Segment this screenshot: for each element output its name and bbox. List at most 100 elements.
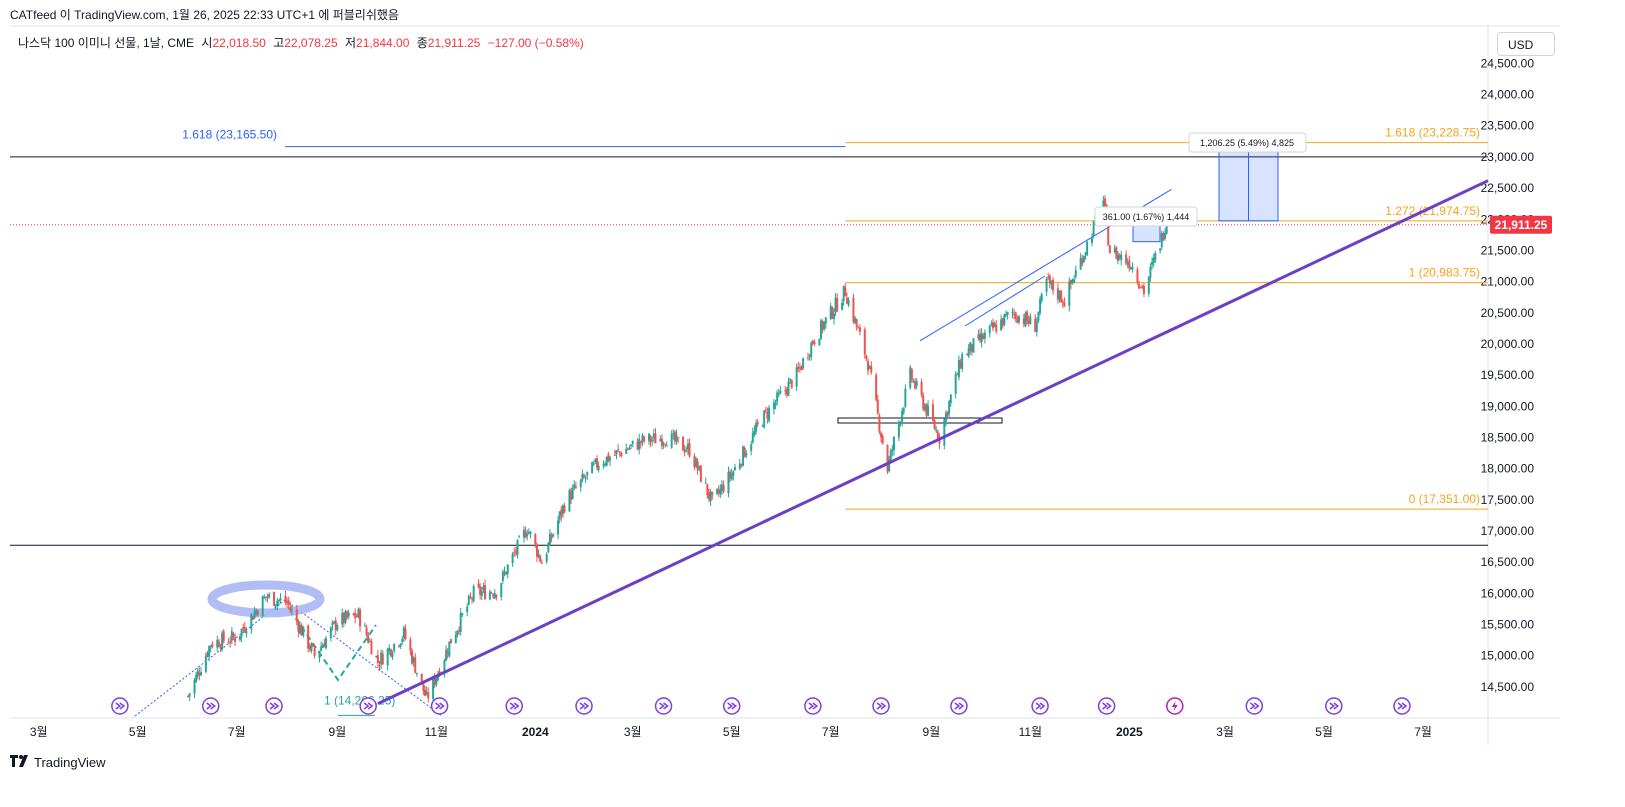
candle-body — [847, 299, 850, 306]
candle-body — [936, 431, 939, 440]
candle-body — [1047, 276, 1050, 278]
candle-body — [277, 599, 280, 602]
dividend-event-icon — [1245, 697, 1264, 715]
forward-icon — [1035, 702, 1046, 710]
candle — [389, 648, 392, 658]
candle — [967, 343, 970, 359]
candle-body — [706, 484, 709, 495]
price-tick-label: 17,500.00 — [1481, 493, 1535, 507]
candle-body — [484, 585, 487, 600]
candle-body — [993, 323, 996, 328]
candle-body — [336, 624, 339, 631]
candle — [631, 440, 634, 448]
candle — [1004, 310, 1007, 318]
candle-body — [806, 357, 809, 359]
candle-body — [537, 553, 540, 557]
candle-body — [1108, 245, 1111, 254]
candle-body — [764, 409, 767, 411]
candle-body — [909, 367, 912, 388]
candle-body — [1120, 254, 1123, 261]
candle-body — [188, 693, 191, 697]
candle — [256, 609, 259, 617]
candle — [1092, 220, 1095, 239]
candle — [1006, 311, 1009, 320]
candle-body — [1113, 248, 1116, 253]
candle-body — [943, 419, 946, 446]
forward-icon — [727, 702, 737, 710]
candle — [863, 327, 866, 359]
candle-body — [1073, 279, 1076, 283]
price-tick-label: 21,000.00 — [1481, 275, 1535, 289]
candle — [810, 341, 813, 361]
candle — [607, 451, 610, 463]
candle — [732, 470, 735, 481]
candle — [435, 677, 438, 687]
candle — [284, 590, 287, 606]
candle — [931, 399, 934, 422]
candle — [854, 316, 857, 325]
candle-body — [529, 531, 532, 534]
candle-body — [449, 639, 452, 644]
candle-body — [811, 340, 814, 344]
candle-body — [675, 434, 678, 442]
candle — [513, 547, 516, 557]
candle — [331, 620, 334, 631]
candle — [320, 641, 323, 652]
candle — [1147, 276, 1150, 298]
candle-body — [469, 596, 472, 598]
candle-body — [503, 571, 506, 574]
candle-body — [829, 305, 832, 320]
time-tick-label: 5월 — [1315, 725, 1333, 739]
candle — [699, 464, 702, 483]
candle-body — [584, 477, 587, 479]
candle-body — [232, 633, 235, 637]
candle — [1131, 262, 1134, 273]
candle-body — [823, 321, 826, 330]
candle — [552, 533, 555, 538]
forward-icon — [269, 702, 280, 710]
candle — [586, 471, 589, 481]
candle — [923, 403, 926, 412]
candle-body — [1092, 221, 1095, 236]
candle — [545, 552, 548, 564]
candle — [456, 630, 459, 638]
candle-body — [1037, 311, 1040, 321]
candle-body — [1165, 223, 1168, 234]
candle-body — [488, 591, 491, 600]
candle — [776, 389, 779, 406]
candle — [557, 515, 560, 539]
candle-body — [557, 520, 560, 535]
candle-body — [602, 464, 605, 466]
candle-body — [516, 539, 519, 555]
candle — [238, 636, 241, 642]
candle — [630, 443, 633, 450]
candle — [1037, 311, 1040, 324]
candle-body — [834, 298, 837, 313]
candle-body — [318, 651, 321, 659]
fib-level-label: 1.272 (21,974.75) — [1385, 204, 1480, 218]
candle — [571, 484, 574, 500]
candle — [1125, 250, 1128, 266]
candle-body — [266, 595, 269, 598]
candle — [673, 430, 676, 445]
candle — [654, 427, 657, 444]
candle — [540, 559, 543, 564]
dividend-event-icon — [722, 697, 741, 715]
candle — [221, 630, 224, 652]
candle-body — [719, 488, 722, 495]
candle-body — [284, 595, 287, 603]
candle — [961, 351, 964, 372]
candle-body — [1017, 316, 1020, 323]
candle-body — [1159, 248, 1162, 251]
currency-selector[interactable]: USD — [1497, 32, 1555, 56]
candle — [365, 624, 368, 637]
candle-body — [1061, 301, 1064, 303]
candle — [458, 626, 461, 635]
candle — [467, 594, 470, 606]
candle-body — [1068, 281, 1071, 306]
candle-body — [534, 534, 537, 545]
candle-body — [307, 625, 310, 649]
candle-body — [357, 608, 360, 618]
symbol-legend: 나스닥 100 이미니 선물, 1날, CME 시22,018.50 고22,0… — [18, 34, 584, 51]
